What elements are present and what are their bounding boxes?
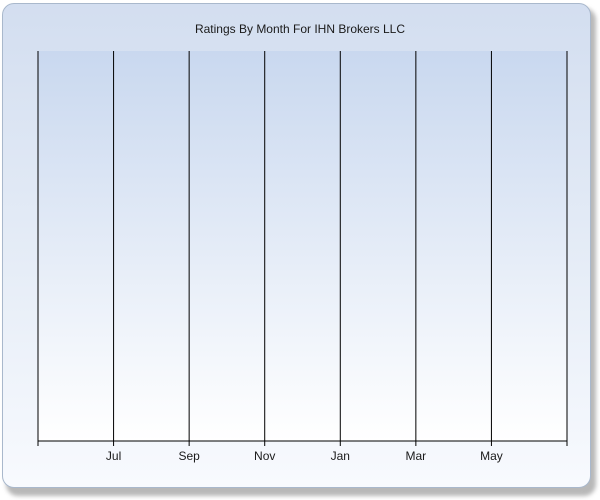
x-tick-label: Mar: [406, 449, 427, 463]
x-tick-label: May: [480, 449, 503, 463]
x-tick-label: Sep: [178, 449, 200, 463]
plot-area: [38, 51, 567, 441]
x-tick-label: Jul: [106, 449, 121, 463]
chart-title: Ratings By Month For IHN Brokers LLC: [194, 22, 406, 36]
x-axis-ticks: [37, 441, 568, 446]
x-tick-label: Jan: [331, 449, 350, 463]
x-axis-labels: Jul Sep Nov Jan Mar May: [106, 449, 503, 463]
x-tick-label: Nov: [254, 449, 275, 463]
gridlines: [37, 51, 568, 441]
